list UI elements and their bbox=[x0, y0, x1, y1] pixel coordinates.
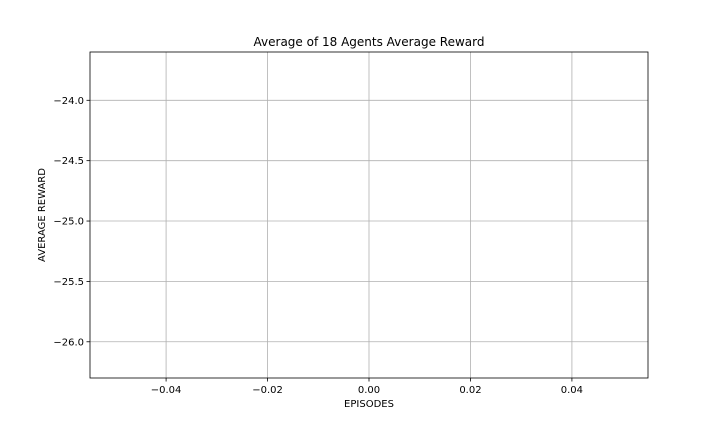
x-tick-label: 0.00 bbox=[358, 385, 380, 396]
y-tick-label: −25.5 bbox=[53, 277, 84, 288]
y-tick-label: −25.0 bbox=[53, 217, 84, 228]
x-tick-label: −0.04 bbox=[151, 385, 182, 396]
y-tick-label: −24.0 bbox=[53, 96, 84, 107]
y-tick-label: −24.5 bbox=[53, 156, 84, 167]
chart-title: Average of 18 Agents Average Reward bbox=[254, 35, 485, 49]
x-tick-label: 0.04 bbox=[561, 385, 583, 396]
y-tick-label: −26.0 bbox=[53, 337, 84, 348]
x-axis-title: EPISODES bbox=[344, 399, 394, 410]
y-axis-title: AVERAGE REWARD bbox=[37, 168, 48, 262]
y-axis-ticks: −24.0 −24.5 −25.0 −25.5 −26.0 bbox=[53, 96, 90, 348]
x-axis-ticks: −0.04 −0.02 0.00 0.02 0.04 bbox=[151, 378, 583, 396]
grid bbox=[90, 52, 648, 378]
x-tick-label: −0.02 bbox=[252, 385, 283, 396]
x-tick-label: 0.02 bbox=[459, 385, 481, 396]
